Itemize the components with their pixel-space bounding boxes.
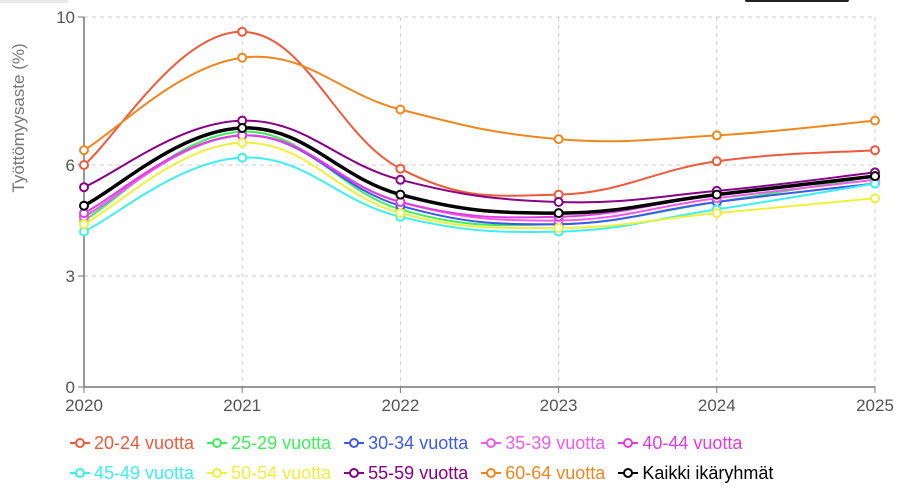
legend-label: 45-49 vuotta	[94, 462, 195, 483]
series-6	[79, 137, 880, 233]
series-6-point-2024[interactable]	[711, 208, 722, 219]
legend-item-7[interactable]: 55-59 vuotta	[344, 463, 468, 484]
top-toolbar-button[interactable]	[745, 0, 849, 2]
series-6-point-2025[interactable]	[870, 193, 880, 204]
legend-swatch-icon	[70, 467, 90, 479]
legend-swatch-icon	[207, 467, 228, 479]
x-tick-labels: 2020 2021 2022 2023 2024 2025	[65, 387, 894, 415]
top-tab-strip	[0, 0, 68, 3]
legend-label: 30-34 vuotta	[368, 432, 469, 453]
series-6-line	[83, 141, 876, 229]
series-8-point-2025[interactable]	[870, 115, 880, 126]
series-7-point-2020[interactable]	[79, 182, 89, 193]
legend-swatch-icon	[344, 467, 365, 479]
series-8-line	[83, 55, 876, 152]
legend-item-0[interactable]: 20-24 vuotta	[70, 433, 194, 454]
series-0-point-2024[interactable]	[711, 156, 722, 167]
x-tick-label-2021: 2021	[223, 396, 261, 415]
series-8-point-2022[interactable]	[395, 104, 406, 115]
legend-swatch-icon	[618, 437, 639, 449]
series-6-point-2020[interactable]	[79, 219, 89, 230]
series-9-point-2021[interactable]	[237, 123, 248, 133]
legend-swatch-icon	[481, 467, 502, 479]
y-tick-label-10: 10	[56, 8, 75, 27]
series-5-line	[83, 156, 876, 234]
y-tick-label-6: 6	[66, 156, 75, 175]
legend-label: 20-24 vuotta	[94, 432, 195, 453]
legend-label: 35-39 vuotta	[505, 432, 606, 453]
series-7-point-2022[interactable]	[395, 174, 406, 185]
series-0-point-2021[interactable]	[237, 26, 248, 37]
y-tick-label-3: 3	[66, 267, 75, 286]
series-8-point-2023[interactable]	[553, 134, 564, 145]
legend-label: 50-54 vuotta	[231, 462, 332, 483]
series-8	[79, 52, 880, 156]
x-tick-label-2020: 2020	[65, 396, 103, 415]
legend-item-2[interactable]: 30-34 vuotta	[344, 433, 468, 454]
series-5-point-2021[interactable]	[237, 152, 248, 163]
legend-item-8[interactable]: 60-64 vuotta	[481, 463, 605, 484]
grid-lines	[84, 16, 876, 387]
series-0-point-2022[interactable]	[395, 163, 406, 174]
legend-item-1[interactable]: 25-29 vuotta	[207, 433, 331, 454]
legend-label: 40-44 vuotta	[642, 432, 743, 453]
legend-item-4[interactable]: 40-44 vuotta	[618, 433, 742, 454]
legend-swatch-icon	[618, 467, 639, 479]
series-8-point-2021[interactable]	[237, 52, 248, 63]
legend-swatch-icon	[481, 437, 502, 449]
series-0-line	[83, 30, 876, 197]
legend-swatch-icon	[70, 437, 90, 449]
series-8-point-2024[interactable]	[711, 130, 722, 141]
legend-label: 25-29 vuotta	[231, 432, 332, 453]
series-4	[79, 130, 880, 222]
y-axis-title: Työttömyysaste (%)	[9, 43, 28, 192]
x-tick-label-2024: 2024	[698, 396, 736, 415]
legend: 20-24 vuotta 25-29 vuotta 30-34 vuotta 35-3…	[70, 428, 870, 488]
y-tick-label-0: 0	[66, 378, 75, 397]
series-9-point-2024[interactable]	[711, 189, 722, 200]
line-chart: 0 3 6 10 2020 2021 2022 2023 2024 2025 Työttömyy…	[9, 8, 894, 415]
series-9-point-2025[interactable]	[870, 171, 880, 182]
legend-swatch-icon	[344, 437, 365, 449]
series-9-point-2020[interactable]	[79, 200, 89, 211]
legend-label: 60-64 vuotta	[505, 462, 606, 483]
series-3-line	[83, 134, 876, 222]
series-4-line	[83, 134, 876, 219]
legend-label: 55-59 vuotta	[368, 462, 469, 483]
series-0-point-2025[interactable]	[870, 145, 880, 156]
series-9	[79, 123, 880, 219]
series-6-point-2022[interactable]	[395, 208, 406, 219]
legend-item-6[interactable]: 50-54 vuotta	[207, 463, 331, 484]
legend-label: Kaikki ikäryhmät	[642, 462, 774, 483]
series-6-point-2021[interactable]	[237, 137, 248, 148]
legend-row-1: 20-24 vuotta 25-29 vuotta 30-34 vuotta 35-3…	[70, 428, 870, 458]
legend-swatch-icon	[207, 437, 228, 449]
legend-item-9[interactable]: Kaikki ikäryhmät	[618, 463, 773, 484]
series-lines	[79, 26, 880, 237]
x-tick-label-2022: 2022	[381, 396, 419, 415]
series-7-line	[83, 119, 876, 204]
series-0	[79, 26, 880, 200]
y-tick-labels: 0 3 6 10	[56, 8, 84, 397]
series-9-point-2022[interactable]	[395, 189, 406, 200]
series-6-point-2023[interactable]	[553, 222, 564, 233]
series-1	[79, 126, 880, 230]
axes	[83, 17, 875, 388]
legend-item-3[interactable]: 35-39 vuotta	[481, 433, 605, 454]
x-tick-label-2025: 2025	[856, 396, 894, 415]
series-0-point-2020[interactable]	[79, 160, 89, 170]
series-8-point-2020[interactable]	[79, 145, 89, 156]
legend-item-5[interactable]: 45-49 vuotta	[70, 463, 194, 484]
x-tick-label-2023: 2023	[540, 396, 578, 415]
series-9-point-2023[interactable]	[553, 208, 564, 219]
legend-row-2: 45-49 vuotta 50-54 vuotta 55-59 vuotta 60-6…	[70, 458, 870, 488]
series-7-point-2023[interactable]	[553, 197, 564, 207]
series-9-line	[83, 126, 876, 215]
